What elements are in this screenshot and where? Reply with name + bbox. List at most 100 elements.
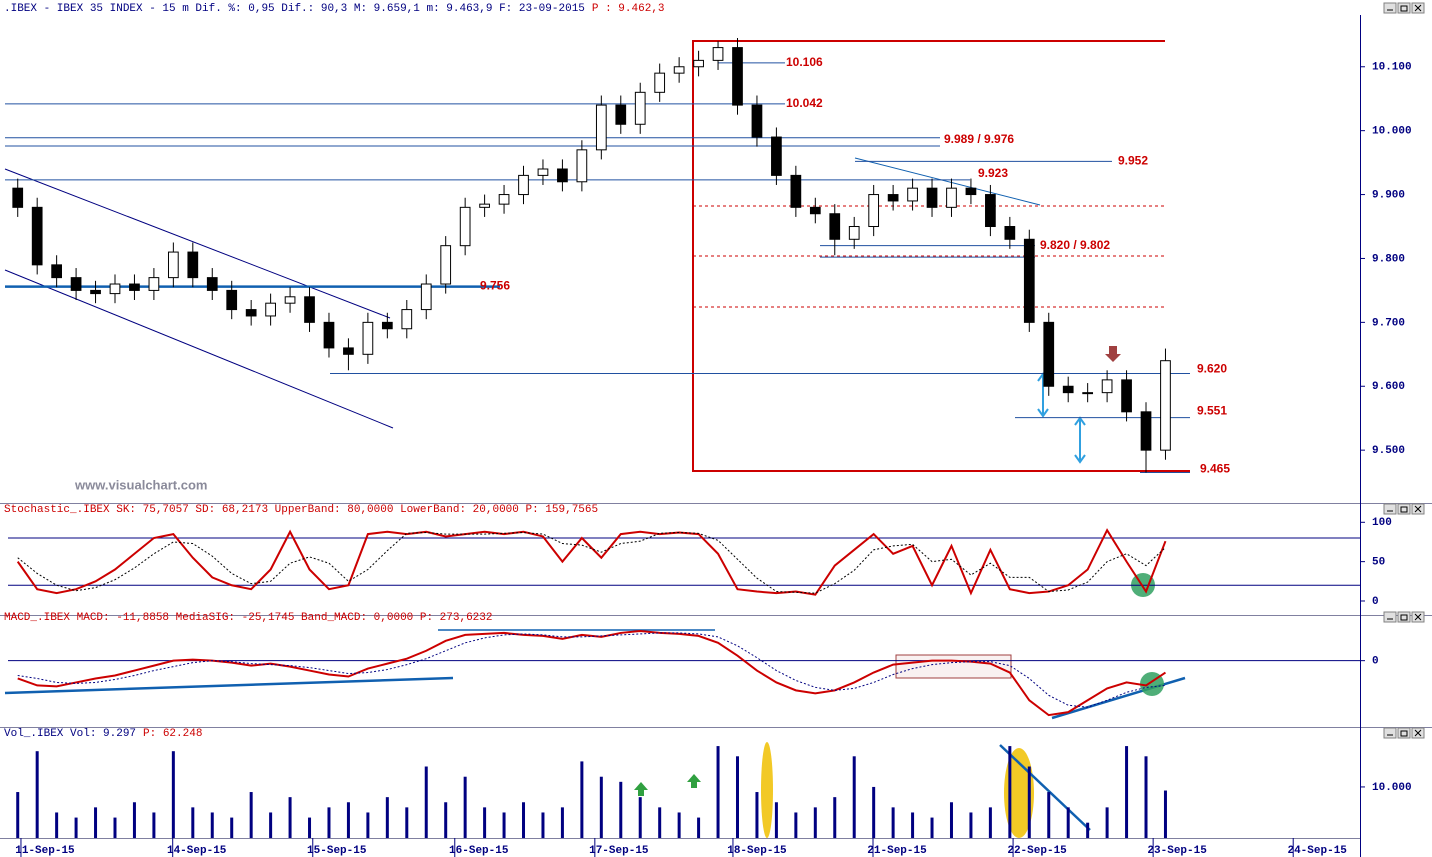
candle-body [751,104,763,138]
up-arrow [687,774,701,788]
button-glyph [1414,505,1422,513]
candle-body [537,168,549,176]
candle-body [965,187,977,196]
button-glyph [1400,5,1408,12]
candle-body [595,104,607,151]
volume-bar [774,802,778,838]
channel-line [4,269,394,429]
x-tick-label: 16-Sep-15 [449,845,509,857]
candle-body [1004,226,1016,240]
channel-line [4,168,391,319]
y-tick-label: 100 [1372,517,1392,529]
x-tick-label: 23-Sep-15 [1147,845,1207,857]
volume-bar [191,807,195,838]
y-tick-label: 50 [1372,557,1385,569]
level-label: 9.551 [1197,404,1227,418]
volume-bar [1125,746,1129,838]
candle-body [381,321,393,330]
volume-bar [949,802,953,838]
indicator-line [16,528,1167,596]
level-label: 9.989 / 9.976 [944,132,1014,146]
volume-bar [210,812,214,838]
volume-bar [697,817,701,838]
window-buttons [1383,2,1425,739]
volume-bar [1008,746,1012,838]
candle-body [459,206,471,247]
y-tick-label: 9.900 [1372,189,1405,201]
volume-bar [1066,807,1070,838]
y-tick-label: 10.000 [1372,782,1412,794]
candle-body [732,47,743,106]
volume-bar [113,817,117,838]
candle-body [420,283,432,311]
volume-bar [735,756,739,838]
candle-body [926,187,938,208]
volume-bar [327,807,331,838]
volume-bar [658,807,662,838]
level-label: 9.465 [1200,462,1230,476]
volume-bar [638,797,642,838]
candle-body [868,194,880,228]
volume-bar [833,797,837,838]
volume-bar [1027,766,1031,838]
volume-bar [132,802,136,838]
window-button [1383,503,1397,515]
panel-header-extra: P : 9.462,3 [592,3,665,15]
level-label: 9.952 [1118,154,1148,168]
candle-body [693,59,704,68]
candle-body [887,194,899,202]
panel-header-extra: P: 62.248 [143,728,202,740]
volume-bar [463,776,467,838]
button-glyph [1400,614,1408,621]
volume-bar [346,802,350,838]
y-tick-label: 10.100 [1372,62,1412,74]
volume-bar [716,746,720,838]
volume-bar [522,802,526,838]
volume-bar [385,797,389,838]
volume-bar [560,807,564,838]
volume-bar [1086,822,1090,838]
volume-bar [502,812,506,838]
volume-bar [16,792,20,838]
volume-bar [1047,792,1051,838]
volume-bar [891,807,895,838]
window-button [1383,611,1397,623]
candle-body [809,206,821,215]
volume-bar [424,766,428,838]
y-tick-label: 9.500 [1372,445,1405,457]
volume-bar [230,817,234,838]
volume-bar [755,792,759,838]
level-label: 10.106 [786,55,823,69]
window-button [1397,503,1411,515]
candle-body [90,289,101,295]
trend-line [854,157,1041,206]
volume-bar [35,751,39,838]
candle-body [226,289,238,311]
x-tick-label: 18-Sep-15 [727,845,787,857]
candle-body [265,302,276,317]
level-label: 10.042 [786,96,823,110]
candle-body [771,136,782,176]
volume-bar [599,776,603,838]
candle-body [206,277,218,291]
volume-bar [94,807,98,838]
y-tick-label: 9.600 [1372,381,1405,393]
candle-body [1023,238,1035,323]
volume-bar [308,817,312,838]
x-tick-label: 24-Sep-15 [1287,845,1347,857]
volume-bar [541,812,545,838]
candle-body [946,187,957,208]
level-label: 9.756 [480,279,510,293]
highlight-box [895,654,1012,679]
x-tick-label: 14-Sep-15 [167,845,227,857]
candle-body [498,194,510,205]
up-arrow [634,782,648,796]
candle-body [1140,411,1152,451]
indicator-line [17,629,1167,717]
candle-body [790,174,802,208]
volume-bar [677,812,681,838]
x-tick-label: 11-Sep-15 [15,845,75,857]
candle-body [479,203,490,208]
window-button [1397,2,1411,14]
candle-body [1062,385,1074,394]
